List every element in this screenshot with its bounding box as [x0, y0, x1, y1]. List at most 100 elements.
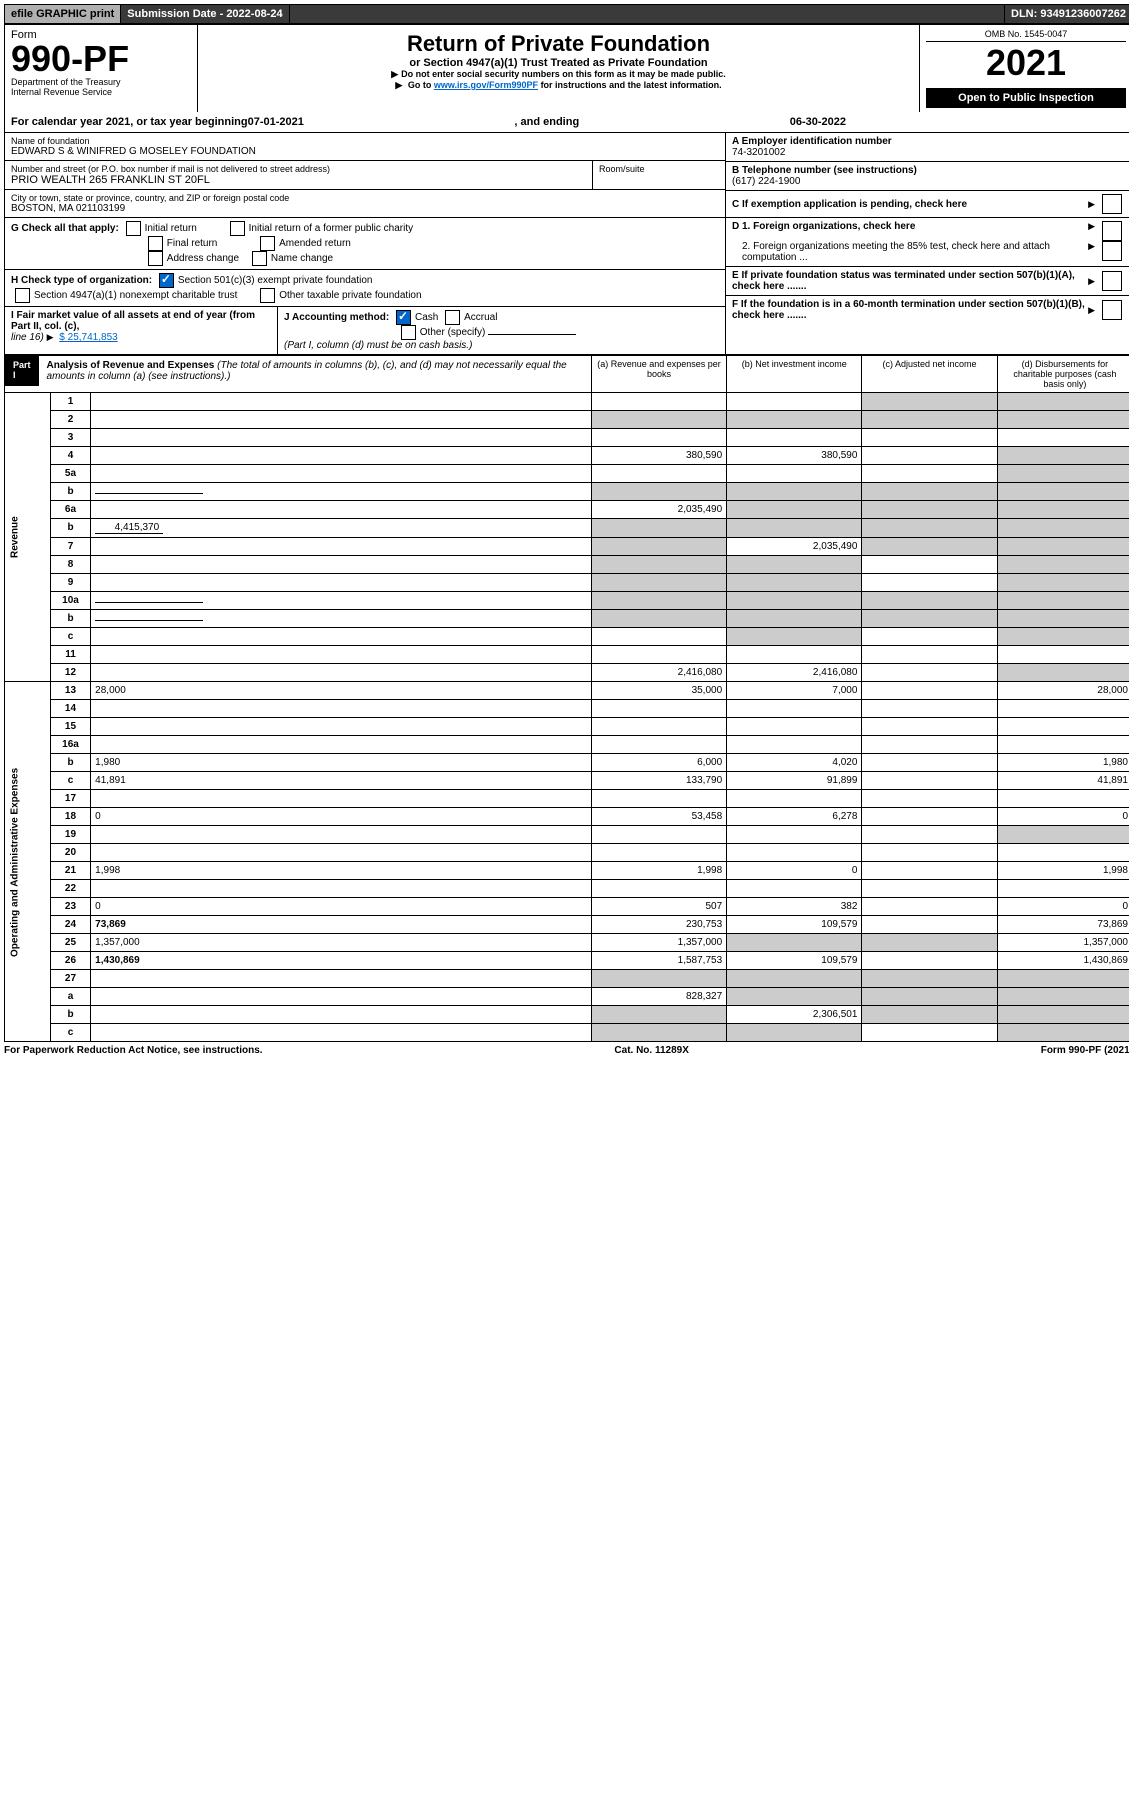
line-description: [91, 610, 592, 628]
value-cell: [727, 501, 862, 519]
value-cell: [862, 556, 997, 574]
dln-label: DLN: 93491236007262: [1005, 5, 1129, 23]
60month-checkbox[interactable]: [1102, 300, 1122, 320]
line-number: 9: [50, 574, 90, 592]
table-row: b 2,306,501: [5, 1006, 1129, 1024]
value-cell: 28,000: [997, 682, 1129, 700]
accrual-checkbox[interactable]: [445, 310, 460, 325]
i-line16: line 16): [11, 332, 44, 343]
paperwork-notice: For Paperwork Reduction Act Notice, see …: [4, 1045, 263, 1056]
foreign-org-checkbox[interactable]: [1102, 221, 1122, 241]
line-number: 18: [50, 808, 90, 826]
table-row: 211,9981,99801,998: [5, 862, 1129, 880]
value-cell: [727, 628, 862, 646]
value-cell: [727, 646, 862, 664]
value-cell: [997, 1024, 1129, 1042]
cal-mid: , and ending: [304, 116, 790, 128]
line-number: c: [50, 1024, 90, 1042]
f-label: F If the foundation is in a 60-month ter…: [732, 299, 1088, 321]
line-number: 15: [50, 718, 90, 736]
line-description: [91, 970, 592, 988]
accrual-label: Accrual: [464, 312, 497, 323]
value-cell: [862, 1006, 997, 1024]
initial-former-checkbox[interactable]: [230, 221, 245, 236]
final-return-checkbox[interactable]: [148, 236, 163, 251]
cash-label: Cash: [415, 312, 438, 323]
other-taxable-checkbox[interactable]: [260, 288, 275, 303]
value-cell: 1,998: [591, 862, 726, 880]
value-cell: [997, 718, 1129, 736]
value-cell: [997, 465, 1129, 483]
501c3-checkbox[interactable]: [159, 273, 174, 288]
other-method-checkbox[interactable]: [401, 325, 416, 340]
address-change-label: Address change: [167, 253, 239, 264]
other-method-field[interactable]: [488, 334, 576, 335]
line-number: 26: [50, 952, 90, 970]
value-cell: 2,306,501: [727, 1006, 862, 1024]
part1-table: Part I Analysis of Revenue and Expenses …: [4, 355, 1129, 1042]
value-cell: [591, 519, 726, 538]
line-number: b: [50, 519, 90, 538]
initial-return-checkbox[interactable]: [126, 221, 141, 236]
line-description: [91, 664, 592, 682]
value-cell: 0: [727, 862, 862, 880]
value-cell: [591, 826, 726, 844]
col-c-header: (c) Adjusted net income: [862, 356, 997, 393]
line-description: [91, 646, 592, 664]
line-number: 23: [50, 898, 90, 916]
line-description: 73,869: [91, 916, 592, 934]
table-row: 19: [5, 826, 1129, 844]
line-description: 28,000: [91, 682, 592, 700]
foundation-name-label: Name of foundation: [11, 136, 719, 146]
exemption-pending-checkbox[interactable]: [1102, 194, 1122, 214]
4947-checkbox[interactable]: [15, 288, 30, 303]
foreign-85-checkbox[interactable]: [1102, 241, 1122, 261]
line-number: b: [50, 1006, 90, 1024]
value-cell: [997, 447, 1129, 465]
value-cell: [997, 790, 1129, 808]
value-cell: [997, 483, 1129, 501]
cash-checkbox[interactable]: [396, 310, 411, 325]
line-number: b: [50, 754, 90, 772]
value-cell: [862, 519, 997, 538]
other-taxable-label: Other taxable private foundation: [279, 290, 421, 301]
dept-label: Department of the Treasury: [11, 77, 191, 87]
value-cell: [862, 628, 997, 646]
d2-label: 2. Foreign organizations meeting the 85%…: [732, 241, 1088, 263]
line-number: 3: [50, 429, 90, 447]
line-number: b: [50, 483, 90, 501]
line-number: 27: [50, 970, 90, 988]
table-row: 5a: [5, 465, 1129, 483]
value-cell: [862, 934, 997, 952]
value-cell: 53,458: [591, 808, 726, 826]
line-number: 2: [50, 411, 90, 429]
name-change-label: Name change: [271, 253, 333, 264]
value-cell: [997, 393, 1129, 411]
form990pf-link[interactable]: www.irs.gov/Form990PF: [434, 80, 538, 90]
value-cell: [997, 411, 1129, 429]
value-cell: 6,278: [727, 808, 862, 826]
amended-return-checkbox[interactable]: [260, 236, 275, 251]
line-number: 7: [50, 538, 90, 556]
value-cell: [727, 592, 862, 610]
part1-label: Part I: [5, 356, 39, 386]
table-row: b 4,415,370: [5, 519, 1129, 538]
address-change-checkbox[interactable]: [148, 251, 163, 266]
value-cell: 91,899: [727, 772, 862, 790]
name-change-checkbox[interactable]: [252, 251, 267, 266]
submission-date-label: Submission Date - 2022-08-24: [121, 5, 289, 23]
year-block: OMB No. 1545-0047 2021 Open to Public In…: [919, 25, 1129, 112]
fair-market-value[interactable]: $ 25,741,853: [59, 332, 117, 343]
top-bar: efile GRAPHIC print Submission Date - 20…: [4, 4, 1129, 24]
part1-title: Analysis of Revenue and Expenses: [47, 360, 215, 371]
efile-print-button[interactable]: efile GRAPHIC print: [5, 5, 121, 23]
form-title-block: Return of Private Foundation or Section …: [198, 25, 919, 112]
status-terminated-checkbox[interactable]: [1102, 271, 1122, 291]
value-cell: [862, 844, 997, 862]
line-number: 16a: [50, 736, 90, 754]
open-to-public: Open to Public Inspection: [926, 88, 1126, 108]
form-id-block: Form 990-PF Department of the Treasury I…: [5, 25, 198, 112]
table-row: c: [5, 628, 1129, 646]
table-row: b1,9806,0004,0201,980: [5, 754, 1129, 772]
line-number: 22: [50, 880, 90, 898]
